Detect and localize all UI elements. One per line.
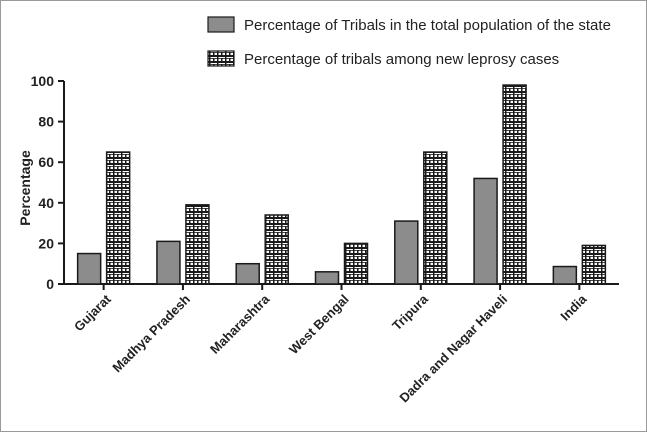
bar-tribal-population: [314, 271, 340, 285]
bar-leprosy-cases: [264, 214, 289, 285]
category-label: Gujarat: [71, 291, 114, 334]
bar-tribal-population: [76, 252, 102, 285]
y-ticks: 0 20 40 60 80 100: [31, 73, 64, 292]
bar-tribal-population: [156, 240, 181, 285]
bar-tribal-population: [473, 177, 498, 285]
bar-leprosy-cases: [502, 84, 527, 285]
y-tick-label: 60: [38, 154, 54, 170]
legend-label-series-2: Percentage of tribals among new leprosy …: [244, 51, 559, 68]
y-tick-label: 40: [38, 195, 54, 211]
category-label: Maharashtra: [207, 291, 273, 357]
y-tick-label: 20: [38, 235, 54, 251]
bar-leprosy-cases: [423, 151, 448, 285]
y-tick-label: 0: [46, 276, 54, 292]
y-tick-label: 80: [38, 114, 54, 130]
bar-tribal-population: [394, 220, 419, 285]
legend-swatch-series-1: [207, 16, 235, 33]
bars: [76, 84, 607, 285]
bar-tribal-population: [552, 265, 578, 285]
bar-leprosy-cases: [581, 244, 607, 285]
bar-leprosy-cases: [185, 204, 210, 285]
legend: Percentage of Tribals in the total popul…: [207, 16, 611, 68]
category-label: Madhya Pradesh: [109, 291, 193, 375]
category-label: India: [557, 291, 590, 324]
bar-leprosy-cases: [105, 151, 131, 285]
y-axis-title: Percentage: [17, 150, 33, 226]
y-tick-label: 100: [31, 73, 55, 89]
bar-tribal-population: [235, 262, 260, 285]
category-label: West Bengal: [286, 292, 352, 358]
legend-swatch-series-2: [207, 50, 235, 67]
bar-leprosy-cases: [343, 242, 369, 285]
category-label: Tripura: [389, 291, 431, 333]
legend-label-series-1: Percentage of Tribals in the total popul…: [244, 17, 611, 34]
